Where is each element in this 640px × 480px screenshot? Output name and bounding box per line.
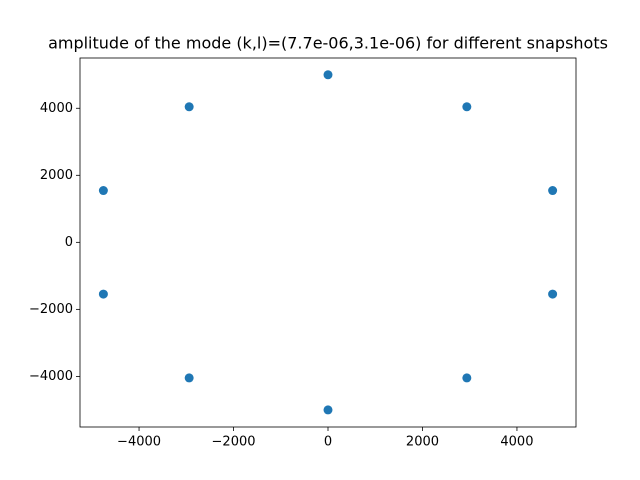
point (323, 70, 333, 80)
x-tick-label: −2000 (212, 435, 256, 450)
point (98, 289, 108, 299)
y-tick-label: 2000 (40, 168, 73, 183)
y-tick-label: −4000 (29, 369, 73, 384)
y-tick-label: −2000 (29, 302, 73, 317)
x-tick-label: 4000 (500, 435, 533, 450)
plot-frame (79, 57, 577, 428)
point (548, 289, 558, 299)
x-tick-label: 0 (324, 435, 332, 450)
chart-title: amplitude of the mode (k,l)=(7.7e-06,3.1… (48, 34, 608, 53)
point (462, 102, 472, 112)
y-tick-label: 0 (65, 235, 73, 250)
point (323, 405, 333, 415)
x-tick-label: 2000 (406, 435, 439, 450)
point (98, 186, 108, 196)
point (184, 102, 194, 112)
x-tick-label: −4000 (117, 435, 161, 450)
point (184, 373, 194, 383)
point (548, 186, 558, 196)
y-tick-label: 4000 (40, 101, 73, 116)
point (462, 373, 472, 383)
